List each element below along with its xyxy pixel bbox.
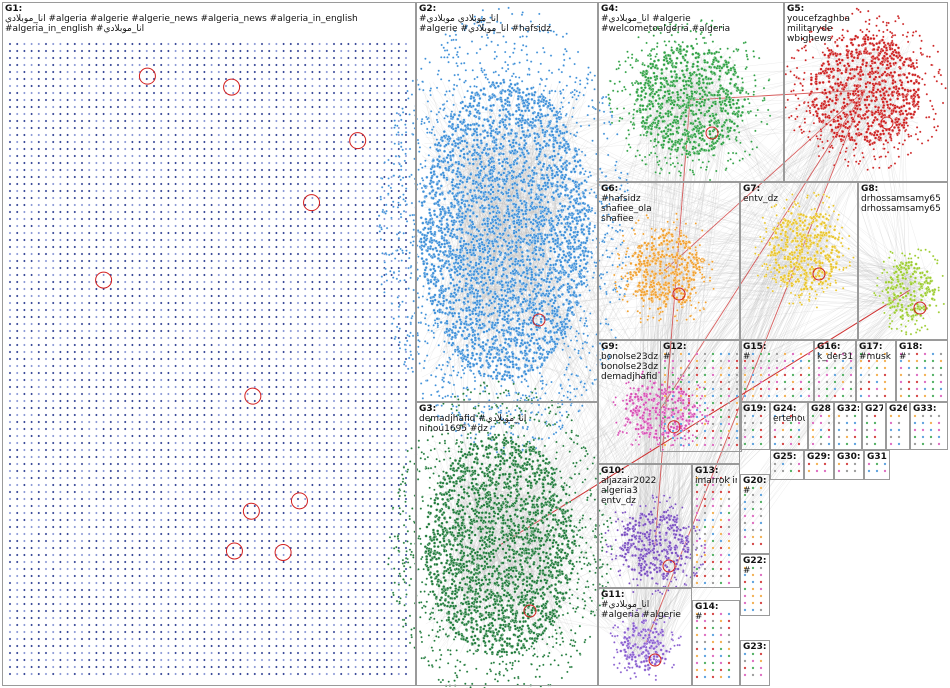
edge: [438, 134, 807, 226]
edge: [641, 218, 795, 547]
edge: [634, 267, 898, 657]
edge: [638, 271, 806, 276]
edge: [642, 394, 662, 639]
edge: [535, 266, 928, 279]
edge: [829, 81, 876, 278]
edge: [643, 402, 672, 431]
edge: [652, 130, 658, 243]
edge: [643, 290, 912, 653]
edge: [532, 170, 816, 244]
edge: [684, 248, 813, 398]
edge: [640, 287, 653, 542]
edge: [664, 135, 672, 565]
edge: [649, 116, 842, 542]
edge: [662, 67, 867, 518]
edge: [661, 128, 858, 240]
edge: [549, 303, 901, 619]
edge: [499, 65, 707, 540]
edge: [474, 56, 705, 507]
edge: [528, 216, 907, 311]
edge: [632, 266, 926, 409]
edge: [540, 402, 635, 489]
edge: [523, 275, 908, 524]
edge: [807, 229, 901, 295]
edge: [629, 275, 688, 647]
edge: [549, 388, 637, 505]
edge: [650, 287, 682, 665]
edge: [666, 107, 890, 529]
edge: [627, 270, 928, 658]
edge: [448, 168, 644, 658]
edge: [636, 82, 687, 520]
edge: [631, 93, 832, 644]
edge: [634, 289, 682, 433]
edge: [639, 73, 697, 657]
edge: [673, 259, 815, 428]
edge: [690, 274, 905, 281]
edge: [663, 101, 910, 312]
edge: [561, 266, 916, 304]
edge: [663, 94, 726, 663]
edge: [641, 109, 860, 394]
edge: [903, 287, 911, 310]
edge: [520, 262, 810, 609]
edge: [670, 51, 826, 528]
edge: [681, 130, 694, 269]
edge: [653, 124, 834, 544]
edge: [449, 490, 680, 528]
edge: [695, 110, 830, 228]
edge: [493, 466, 560, 529]
edge: [639, 283, 653, 642]
edge: [824, 112, 899, 313]
edge: [642, 289, 930, 562]
edge: [651, 236, 819, 629]
edge: [681, 103, 686, 411]
edge: [679, 113, 788, 261]
edge: [648, 50, 885, 131]
edge: [677, 236, 829, 563]
edge: [899, 110, 908, 309]
edge: [658, 65, 824, 400]
edge: [514, 70, 858, 627]
edge: [682, 262, 787, 393]
edge: [628, 130, 844, 547]
edge: [535, 135, 666, 505]
edge: [670, 226, 793, 419]
edge: [646, 296, 929, 534]
edge: [496, 295, 675, 466]
edge: [540, 258, 896, 300]
edge: [657, 430, 663, 561]
edge: [643, 88, 856, 252]
edge: [813, 266, 911, 286]
edge: [667, 129, 895, 271]
edge: [638, 280, 927, 289]
edge: [651, 127, 825, 540]
edge: [679, 117, 730, 257]
edge: [679, 293, 910, 406]
edge: [660, 303, 903, 553]
edge: [688, 56, 896, 254]
edge: [893, 66, 907, 280]
edge: [634, 416, 680, 652]
edge: [632, 304, 897, 555]
edge: [451, 263, 653, 660]
edge: [495, 312, 930, 542]
edge: [488, 137, 706, 541]
edge: [533, 133, 891, 309]
